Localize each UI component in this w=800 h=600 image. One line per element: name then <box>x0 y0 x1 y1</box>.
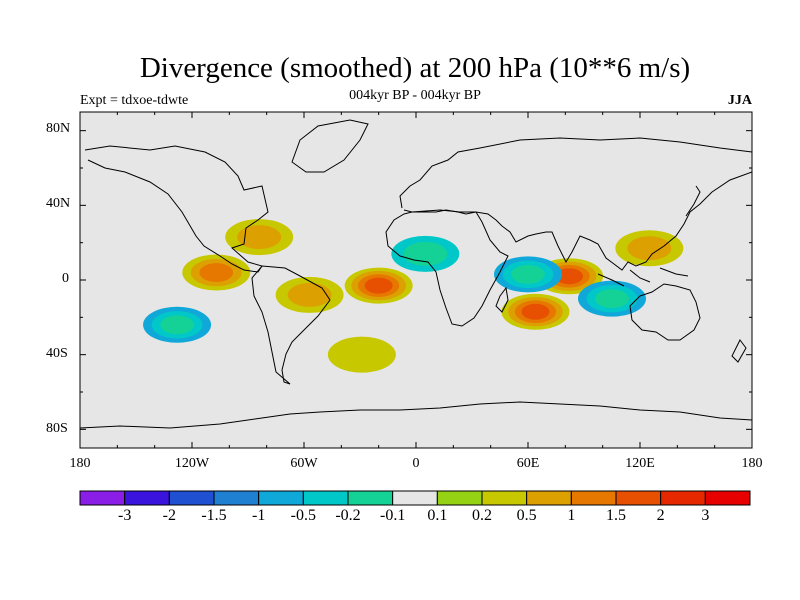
colorbar-box-9 <box>481 490 528 506</box>
colorbar-label: -0.5 <box>290 507 316 524</box>
experiment-label: Expt = tdxoe-tdwte <box>80 93 189 108</box>
colorbar-box-10 <box>526 490 572 506</box>
x-label-180e: 180 <box>741 456 763 471</box>
contour-feature-8-level-1 <box>287 282 332 307</box>
colorbar-box-12 <box>615 490 662 506</box>
colorbar-label: 3 <box>701 507 710 524</box>
contour-feature-4-level-2 <box>511 264 545 284</box>
contour-feature-6-level-2 <box>199 263 234 282</box>
colorbar-box-0 <box>79 490 126 506</box>
colorbar-label: 0.2 <box>472 507 492 524</box>
season-label: JJA <box>727 93 752 108</box>
contour-feature-7-level-1 <box>237 225 282 250</box>
colorbar-label: -0.1 <box>379 507 406 524</box>
period-label: 004kyr BP - 004kyr BP <box>349 88 481 103</box>
y-label-80n: 80N <box>46 121 71 136</box>
contour-feature-11-level-1 <box>403 241 448 266</box>
antarctica-coast <box>80 401 752 429</box>
colorbar-label: -3 <box>117 507 132 524</box>
colorbar-box-2 <box>168 490 215 506</box>
colorbar-label: -0.2 <box>335 507 361 524</box>
x-label-120w: 120W <box>174 456 210 471</box>
colorbar-box-8 <box>436 490 483 506</box>
japan-coast <box>685 185 701 217</box>
y-label-40n: 40N <box>46 196 71 211</box>
colorbar-box-14 <box>704 490 751 506</box>
map-background <box>80 112 752 448</box>
colorbar-box-11 <box>570 490 617 506</box>
x-label-120e: 120E <box>625 456 655 471</box>
colorbar-box-13 <box>660 490 706 506</box>
colorbar <box>79 490 751 506</box>
x-label-180w: 180 <box>69 456 91 471</box>
map-title: Divergence (smoothed) at 200 hPa (10**6 … <box>139 52 691 84</box>
contour-feature-0-level-3 <box>364 277 393 294</box>
madagascar-coast <box>495 286 509 313</box>
contour-fields <box>143 219 684 373</box>
axis-ticks <box>79 112 753 448</box>
europe-asia-coast <box>399 137 752 271</box>
south-america-coast <box>251 265 331 385</box>
y-label-80s: 80S <box>46 421 68 436</box>
y-label-40s: 40S <box>46 346 68 361</box>
australia-coast <box>629 283 701 341</box>
colorbar-box-3 <box>213 490 260 506</box>
colorbar-label: -1 <box>251 507 266 524</box>
coastlines <box>80 119 752 429</box>
africa-coast <box>385 209 509 327</box>
contour-feature-5-level-2 <box>160 315 194 335</box>
x-label-60e: 60E <box>516 456 540 471</box>
colorbar-box-6 <box>347 490 394 506</box>
new-zealand-coast <box>731 339 747 363</box>
contour-feature-1-level-3 <box>521 303 550 320</box>
contour-feature-3-level-2 <box>595 289 629 309</box>
colorbar-label: 2 <box>656 507 665 524</box>
y-label-0: 0 <box>62 271 69 286</box>
contour-feature-9-level-1 <box>627 236 672 261</box>
colorbar-box-1 <box>124 490 170 506</box>
greenland-coast <box>291 119 369 173</box>
colorbar-label: 0.5 <box>516 507 537 524</box>
colorbar-box-5 <box>302 490 349 506</box>
indonesia-coast <box>597 267 689 287</box>
colorbar-label: -2 <box>162 507 176 524</box>
colorbar-label: 0.1 <box>427 507 448 524</box>
colorbar-box-7 <box>392 490 438 506</box>
colorbar-label: -1.5 <box>201 507 227 524</box>
north-america-coast <box>84 145 269 273</box>
colorbar-label: 1 <box>567 507 576 524</box>
colorbar-box-4 <box>258 490 304 506</box>
contour-feature-2-level-3 <box>555 268 584 285</box>
x-label-60w: 60W <box>290 456 318 471</box>
x-label-0: 0 <box>412 456 420 471</box>
colorbar-label: 1.5 <box>606 507 626 524</box>
contour-feature-10-level-0 <box>327 336 396 373</box>
